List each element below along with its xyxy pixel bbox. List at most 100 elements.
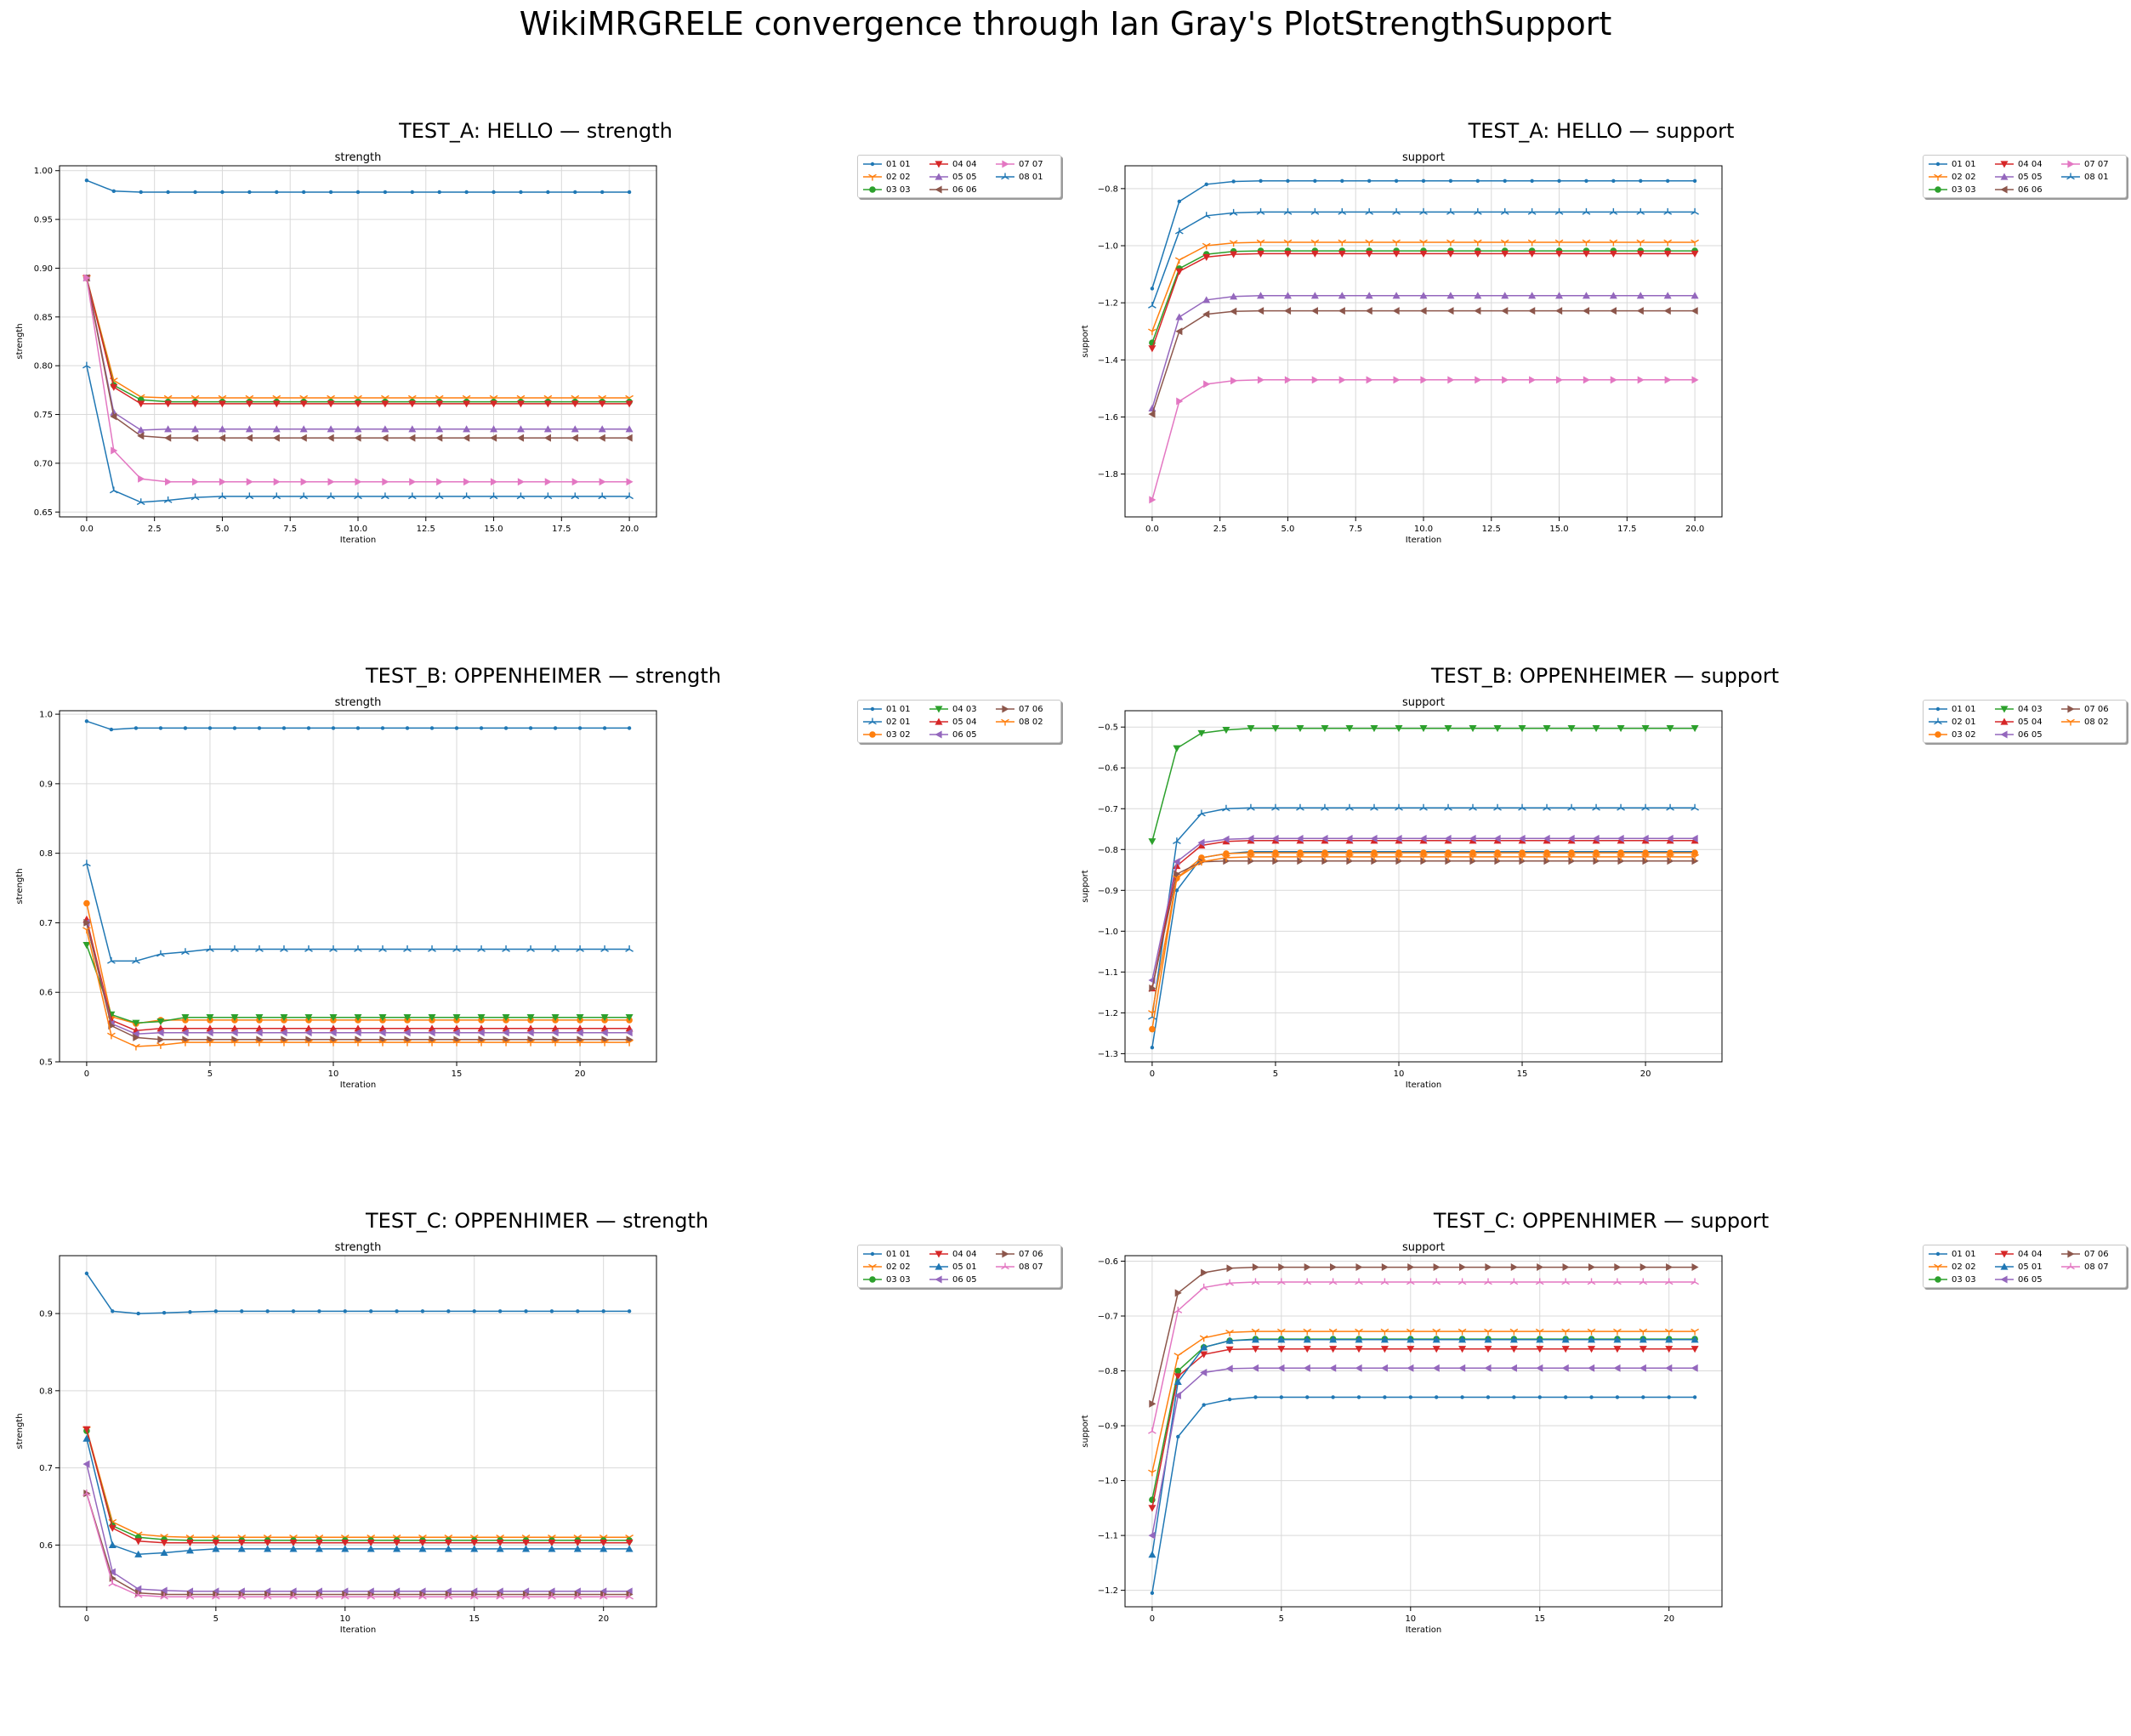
chart-4-legend-marker: [1935, 731, 1941, 738]
chart-5-legend-item: 06 05: [929, 1274, 989, 1285]
chart-6-data-point: [1639, 1364, 1646, 1372]
chart-3-data-point: [625, 1039, 634, 1047]
chart-1-legend: 01 01 02 02 03 03 04 04 05 05 06 06 07 07 08 01: [857, 155, 1061, 198]
chart-3-series-08-02: [82, 927, 634, 1051]
chart-2-data-point: [1529, 376, 1537, 384]
chart-1-data-point: [625, 492, 634, 500]
chart-1-data-point: [355, 478, 362, 486]
chart-5-data-point: [134, 1591, 143, 1598]
chart-4-data-point: [1691, 849, 1698, 856]
chart-2-data-point: [1475, 179, 1480, 183]
chart-1-grid: [60, 166, 656, 517]
chart-5-ylabel: strength: [15, 1413, 25, 1449]
chart-2-data-point: [1257, 376, 1265, 384]
chart-2-xtick-label: 17.5: [1617, 525, 1636, 534]
chart-3-data-point: [627, 726, 632, 730]
chart-2-data-point: [1421, 179, 1426, 183]
chart-2-series-01-01: [1150, 179, 1697, 291]
chart-4-data-point: [1518, 854, 1526, 861]
chart-1-ytick-label: 0.90: [34, 264, 53, 274]
chart-4-data-point: [1617, 849, 1624, 856]
chart-6-legend-marker: [2067, 1250, 2075, 1258]
chart-2-data-point: [1340, 179, 1344, 183]
chart-3-data-point: [329, 945, 338, 952]
chart-6-data-point: [1225, 1336, 1234, 1344]
chart-2-data-point: [1419, 307, 1427, 315]
chart-6-data-point: [1512, 1395, 1516, 1399]
chart-6-legend-marker: [1935, 1251, 1941, 1257]
chart-3-data-point: [83, 899, 90, 907]
chart-1-data-point: [164, 434, 172, 442]
chart-4-data-point: [1519, 849, 1526, 856]
chart-6-legend-label: 06 05: [2018, 1274, 2043, 1285]
chart-2-data-point: [1636, 307, 1644, 315]
chart-6-data-point: [1278, 1263, 1286, 1272]
chart-4-data-point: [1667, 857, 1674, 865]
chart-4-data-point: [1592, 854, 1600, 861]
chart-3-data-point: [181, 1014, 190, 1022]
chart-4-data-point: [1567, 803, 1576, 811]
chart-6-legend-label: 03 03: [1952, 1274, 1976, 1285]
chart-6-legend-marker: [2000, 1251, 2009, 1258]
chart-4-data-point: [1173, 870, 1181, 878]
chart-3-data-point: [526, 1029, 534, 1037]
chart-4-data-point: [1667, 849, 1674, 856]
chart-1-data-point: [165, 478, 173, 486]
chart-1-xtick-label: 15.0: [484, 525, 503, 534]
chart-1-legend-item: 05 05: [929, 171, 989, 183]
chart-3-data-point: [577, 726, 582, 730]
chart-2-data-point: [1528, 307, 1536, 315]
chart-1-data-point: [327, 400, 335, 408]
chart-3-data-point: [133, 1033, 140, 1041]
chart-1-data-point: [275, 190, 279, 195]
chart-5-legend-marker: [870, 1251, 875, 1257]
chart-1-data-point: [139, 190, 143, 195]
chart-4-xtick-label: 15: [1517, 1069, 1528, 1079]
chart-3-data-point: [378, 1039, 387, 1047]
chart-1-data-point: [82, 361, 91, 369]
chart-6-data-point: [1202, 1403, 1206, 1407]
chart-4-data-point: [1493, 834, 1501, 842]
chart-6-legend-item: 03 03: [1929, 1274, 1988, 1285]
chart-4-data-point: [1641, 803, 1650, 811]
chart-6-data-point: [1433, 1263, 1441, 1272]
chart-2-data-point: [1367, 179, 1372, 183]
chart-2-data-point: [1663, 250, 1672, 258]
chart-1-xtick-label: 17.5: [552, 525, 571, 534]
chart-3-data-point: [503, 726, 509, 730]
chart-2-data-point: [1175, 327, 1183, 336]
chart-2-data-point: [1446, 250, 1455, 258]
chart-6-data-point: [1588, 1263, 1596, 1272]
chart-3-data-point: [576, 1039, 584, 1047]
chart-2-legend-swatch: [1929, 162, 1947, 167]
chart-6-data-point: [1589, 1395, 1594, 1399]
chart-4-data-point: [1173, 861, 1181, 870]
chart-2-series-02-02: [1148, 239, 1699, 336]
chart-4-legend-swatch: [1929, 706, 1947, 712]
chart-2-data-point: [1609, 239, 1618, 247]
chart-5-data-point: [573, 1592, 582, 1600]
chart-2-legend-swatch: [1995, 185, 2014, 194]
chart-2-data-point: [1691, 376, 1699, 384]
chart-1-data-point: [435, 492, 444, 500]
chart-1-xtick-label: 7.5: [283, 525, 297, 534]
chart-3-legend-label: 01 01: [886, 704, 911, 714]
chart-1-data-point: [299, 425, 308, 433]
chart-4-data-point: [1666, 854, 1674, 861]
chart-4-series-03-02: [1149, 849, 1698, 1033]
chart-1-legend-swatch: [863, 186, 882, 193]
chart-3-legend-item: 02 01: [863, 716, 923, 728]
chart-6-ytick-label: −1.2: [1098, 1586, 1118, 1596]
chart-5-series-line: [86, 1273, 630, 1314]
chart-6-data-point: [1329, 1336, 1338, 1343]
chart-5-data-point: [108, 1568, 116, 1576]
chart-6-data-point: [1150, 1591, 1155, 1596]
chart-5-data-point: [548, 1592, 556, 1600]
chart-2-data-point: [1663, 307, 1671, 315]
chart-5-data-point: [496, 1540, 504, 1547]
chart-5-legend-label: 07 06: [1019, 1249, 1043, 1259]
chart-6-data-point: [1381, 1263, 1389, 1272]
chart-6-ytick-label: −0.9: [1098, 1422, 1118, 1432]
chart-1-data-point: [84, 179, 89, 183]
chart-2-data-point: [1392, 250, 1401, 258]
